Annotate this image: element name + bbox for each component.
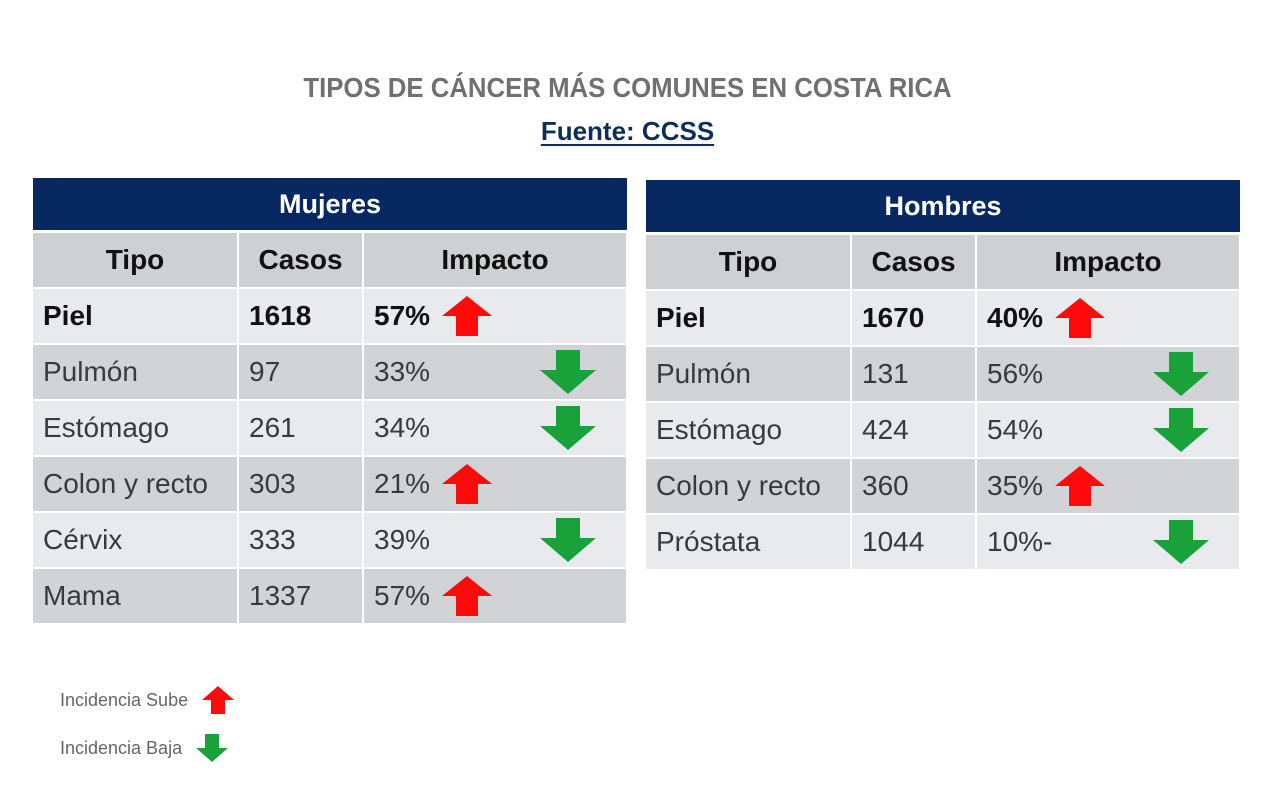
cell-tipo: Estómago [646, 402, 852, 459]
cell-impacto: 21% [363, 456, 628, 513]
column-header-casos: Casos [851, 235, 977, 291]
column-header-impacto: Impacto [363, 233, 628, 289]
cell-impacto: 57% [363, 288, 628, 345]
impact-value: 40% [987, 302, 1044, 333]
cell-tipo: Cérvix [33, 512, 239, 569]
cell-casos: 97 [238, 344, 364, 401]
table-row: Próstata 1044 10%- [646, 514, 1241, 571]
arrow-up-icon [1055, 298, 1105, 338]
cell-casos: 1044 [851, 514, 977, 571]
impact-value: 56% [987, 358, 1044, 389]
arrow-up-icon [202, 686, 235, 714]
cell-impacto: 57% [363, 568, 628, 625]
men-heading: Hombres [646, 180, 1240, 235]
arrow-up-icon [442, 296, 492, 336]
cell-impacto: 33% [363, 344, 628, 401]
legend-up: Incidencia Sube [60, 686, 235, 714]
women-heading: Mujeres [33, 178, 627, 233]
cell-casos: 1670 [851, 290, 977, 347]
women-table: Tipo Casos Impacto Piel 1618 57% Pulmón 97 33… [33, 233, 628, 625]
arrow-down-icon [540, 406, 596, 450]
column-header-tipo: Tipo [646, 235, 852, 291]
table-row: Piel 1618 57% [33, 288, 628, 345]
cell-casos: 333 [238, 512, 364, 569]
legend-down: Incidencia Baja [60, 734, 229, 762]
arrow-up-icon [442, 576, 492, 616]
cell-impacto: 56% [976, 346, 1241, 403]
source-caption: Fuente: CCSS [0, 116, 1255, 147]
women-table-body: Piel 1618 57% Pulmón 97 33% Estómago 261 34% Colo… [33, 288, 628, 625]
men-header-row: Tipo Casos Impacto [646, 235, 1241, 291]
table-row: Estómago 424 54% [646, 402, 1241, 459]
cell-impacto: 10%- [976, 514, 1241, 571]
table-row: Colon y recto 303 21% [33, 456, 628, 513]
impact-value: 34% [374, 412, 431, 443]
cell-casos: 261 [238, 400, 364, 457]
cell-impacto: 54% [976, 402, 1241, 459]
cell-tipo: Estómago [33, 400, 239, 457]
impact-value: 35% [987, 470, 1044, 501]
cell-tipo: Colon y recto [33, 456, 239, 513]
arrow-down-icon [1153, 408, 1209, 452]
legend-up-label: Incidencia Sube [60, 689, 189, 710]
cell-impacto: 40% [976, 290, 1241, 347]
cell-tipo: Colon y recto [646, 458, 852, 515]
cell-tipo: Piel [646, 290, 852, 347]
table-row: Piel 1670 40% [646, 290, 1241, 347]
women-table-panel: Mujeres Tipo Casos Impacto Piel 1618 57% Pu… [33, 178, 628, 625]
column-header-tipo: Tipo [33, 233, 239, 289]
cell-impacto: 39% [363, 512, 628, 569]
cell-casos: 303 [238, 456, 364, 513]
arrow-down-icon [1153, 520, 1209, 564]
table-row: Cérvix 333 39% [33, 512, 628, 569]
men-table: Tipo Casos Impacto Piel 1670 40% Pulmón 131 5… [646, 235, 1241, 571]
page-title: TIPOS DE CÁNCER MÁS COMUNES EN COSTA RIC… [303, 72, 952, 103]
arrow-up-icon [1055, 466, 1105, 506]
arrow-down-icon [196, 734, 229, 762]
table-row: Mama 1337 57% [33, 568, 628, 625]
impact-value: 57% [374, 300, 431, 331]
cell-tipo: Piel [33, 288, 239, 345]
impact-value: 21% [374, 468, 431, 499]
cell-casos: 1618 [238, 288, 364, 345]
impact-value: 33% [374, 356, 431, 387]
arrow-down-icon [1153, 352, 1209, 396]
source-text: Fuente: CCSS [540, 116, 715, 146]
arrow-down-icon [540, 518, 596, 562]
women-header-row: Tipo Casos Impacto [33, 233, 628, 289]
impact-value: 10%- [987, 526, 1053, 557]
cell-impacto: 35% [976, 458, 1241, 515]
men-table-panel: Hombres Tipo Casos Impacto Piel 1670 40% Pu… [646, 180, 1241, 571]
cell-tipo: Pulmón [646, 346, 852, 403]
cell-impacto: 34% [363, 400, 628, 457]
impact-value: 39% [374, 524, 431, 555]
men-table-body: Piel 1670 40% Pulmón 131 56% Estómago 424 54% Col… [646, 290, 1241, 571]
table-row: Colon y recto 360 35% [646, 458, 1241, 515]
table-row: Pulmón 97 33% [33, 344, 628, 401]
cell-casos: 360 [851, 458, 977, 515]
impact-value: 54% [987, 414, 1044, 445]
cell-casos: 424 [851, 402, 977, 459]
table-row: Pulmón 131 56% [646, 346, 1241, 403]
impact-value: 57% [374, 580, 431, 611]
cell-tipo: Pulmón [33, 344, 239, 401]
cell-casos: 131 [851, 346, 977, 403]
table-row: Estómago 261 34% [33, 400, 628, 457]
column-header-impacto: Impacto [976, 235, 1241, 291]
arrow-up-icon [442, 464, 492, 504]
cell-casos: 1337 [238, 568, 364, 625]
cell-tipo: Próstata [646, 514, 852, 571]
cell-tipo: Mama [33, 568, 239, 625]
column-header-casos: Casos [238, 233, 364, 289]
legend-down-label: Incidencia Baja [60, 737, 183, 758]
arrow-down-icon [540, 350, 596, 394]
